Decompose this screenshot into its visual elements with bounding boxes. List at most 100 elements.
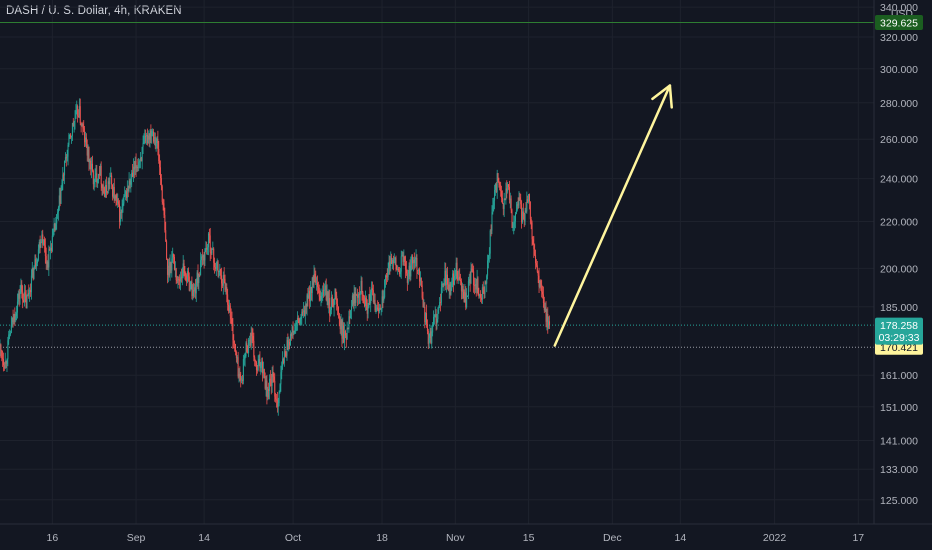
candle-body — [311, 277, 313, 293]
candle-body — [64, 157, 66, 161]
candle-body — [392, 260, 394, 264]
candle-body — [510, 198, 512, 211]
candle-body — [364, 297, 366, 307]
candle-body — [468, 279, 470, 282]
candle-body — [135, 160, 137, 169]
time-tick-label: 15 — [523, 532, 535, 544]
candle-body — [370, 292, 372, 304]
candle-body — [432, 326, 434, 333]
candle-body — [263, 369, 265, 377]
candle-body — [500, 190, 502, 192]
candle-body — [323, 289, 325, 291]
candle-body — [299, 318, 301, 324]
candle-body — [366, 304, 368, 314]
candle-body — [76, 106, 78, 111]
candle-body — [477, 278, 479, 295]
candle-body — [321, 295, 323, 296]
candle-body — [54, 223, 56, 231]
candle-body — [460, 281, 462, 292]
candle-body — [258, 359, 260, 364]
candle-body — [341, 320, 343, 339]
candle-body — [231, 319, 233, 324]
candle-body — [307, 295, 309, 299]
candle-body — [445, 270, 447, 285]
candle-body — [289, 342, 291, 346]
candle-body — [242, 359, 244, 381]
candle-body — [347, 328, 349, 330]
candle-body — [75, 110, 77, 119]
candle-body — [23, 299, 25, 303]
candle-body — [359, 293, 361, 296]
candle-body — [371, 288, 373, 293]
candle-body — [80, 123, 82, 126]
candle-body — [49, 248, 51, 251]
candle-body — [116, 198, 118, 203]
candle-body — [224, 278, 226, 290]
candle-body — [261, 361, 263, 366]
candle-body — [102, 187, 104, 189]
candle-body — [296, 322, 298, 325]
candle-body — [207, 247, 209, 250]
candle-body — [544, 306, 546, 311]
candle-body — [374, 299, 376, 311]
candle-body — [515, 213, 517, 222]
candle-body — [112, 184, 114, 197]
candle-body — [18, 293, 20, 299]
candle-body — [141, 146, 143, 162]
candle-body — [521, 211, 523, 223]
candle-body — [248, 339, 250, 354]
candle-body — [155, 143, 157, 146]
candle-body — [146, 135, 148, 144]
candle-body — [256, 369, 258, 371]
candle-body — [64, 160, 66, 176]
candle-body — [147, 135, 149, 144]
candle-body — [526, 199, 528, 212]
candle-body — [182, 263, 184, 276]
candle-body — [345, 335, 347, 340]
candle-body — [492, 205, 494, 213]
candle-body — [35, 259, 37, 267]
candle-body — [528, 194, 530, 202]
candle-body — [368, 294, 370, 307]
candle-body — [536, 265, 538, 272]
candle-body — [512, 226, 514, 228]
candle-body — [214, 262, 216, 268]
candle-body — [436, 319, 438, 324]
candle-body — [482, 287, 484, 294]
candle-body — [118, 201, 120, 205]
candle-body — [381, 296, 383, 308]
level-price-tag: 329.625 — [880, 17, 918, 29]
candle-body — [487, 260, 489, 276]
candle-body — [237, 357, 239, 377]
price-tick-label: 185.000 — [880, 302, 918, 314]
candle-body — [452, 273, 454, 284]
candle-body — [302, 311, 304, 313]
candle-body — [282, 358, 284, 363]
candle-body — [333, 298, 335, 308]
candle-body — [542, 294, 544, 304]
candle-body — [265, 380, 267, 389]
candle-body — [549, 321, 551, 326]
candle-body — [535, 263, 537, 266]
candle-body — [228, 304, 230, 311]
candle-body — [532, 239, 534, 245]
candle-body — [296, 318, 298, 323]
candle-body — [248, 339, 250, 341]
candle-body — [233, 340, 235, 344]
candle-body — [24, 292, 26, 297]
candle-body — [435, 314, 437, 324]
candle-body — [531, 222, 533, 240]
candle-body — [393, 258, 395, 263]
candle-body — [330, 309, 332, 316]
candle-body — [517, 204, 519, 206]
candle-body — [369, 294, 371, 304]
candle-body — [448, 284, 450, 291]
candle-body — [7, 340, 9, 360]
candle-body — [39, 241, 41, 248]
candle-body — [179, 279, 181, 282]
candle-body — [442, 283, 444, 285]
candle-body — [308, 291, 310, 299]
candle-body — [177, 279, 179, 281]
candle-body — [66, 156, 68, 159]
